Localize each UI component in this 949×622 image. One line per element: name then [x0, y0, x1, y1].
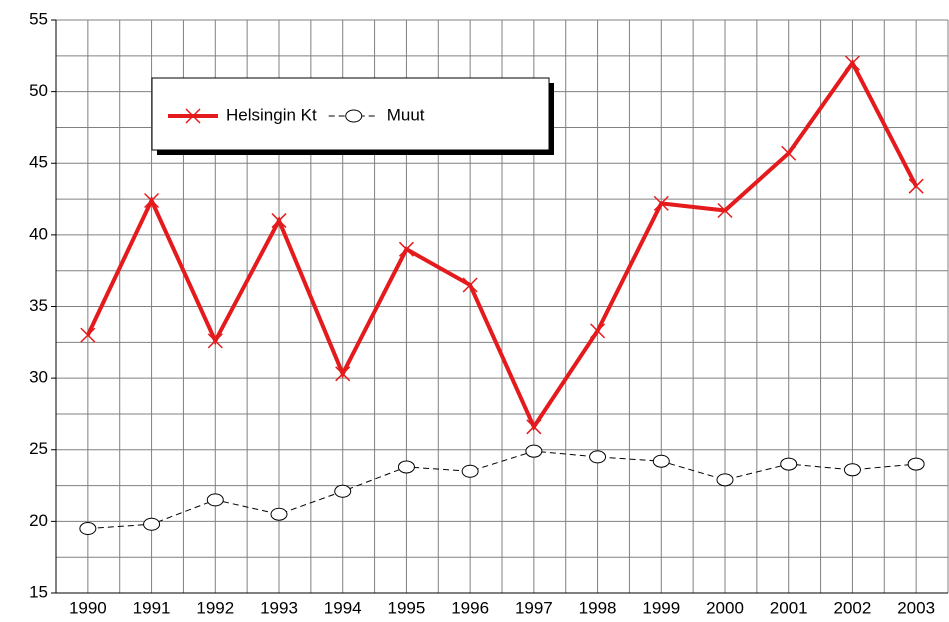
marker-stroke — [207, 333, 223, 349]
marker-stroke — [590, 323, 606, 339]
marker-x — [207, 333, 223, 349]
marker-stroke — [526, 419, 542, 435]
x-tick-label: 1991 — [133, 598, 171, 617]
x-tick-label: 1995 — [388, 598, 426, 617]
marker-circle — [907, 457, 925, 471]
marker-x — [335, 366, 351, 382]
marker-x — [144, 192, 160, 209]
marker-stroke — [271, 213, 287, 229]
marker-stroke — [781, 145, 797, 161]
marker-x — [781, 145, 797, 161]
x-tick-label: 1997 — [515, 598, 553, 617]
marker-circle — [843, 463, 861, 477]
legend-label: Helsingin Kt — [226, 105, 317, 124]
marker-stroke — [717, 202, 733, 219]
x-tick-label: 2001 — [770, 598, 808, 617]
y-tick-label: 45 — [29, 153, 48, 172]
x-tick-label: 1994 — [324, 598, 362, 617]
marker-stroke — [462, 277, 478, 293]
marker-stroke — [80, 327, 96, 343]
marker-circle — [589, 450, 607, 464]
marker-stroke — [335, 366, 351, 382]
x-tick-label: 2000 — [706, 598, 744, 617]
marker-x — [590, 323, 606, 339]
marker-x — [271, 213, 287, 229]
marker-stroke — [398, 241, 414, 257]
marker-circle — [143, 517, 161, 531]
x-tick-label: 1999 — [642, 598, 680, 617]
grid — [51, 19, 949, 594]
series-line — [87, 450, 917, 530]
x-tick-label: 1996 — [451, 598, 489, 617]
marker-circle — [525, 444, 543, 458]
marker-x — [398, 241, 414, 257]
x-tick-label: 2002 — [834, 598, 872, 617]
y-tick-label: 35 — [29, 296, 48, 315]
y-tick-label: 30 — [29, 368, 48, 387]
marker-stroke — [144, 192, 160, 209]
marker-stroke — [908, 178, 924, 194]
legend: Helsingin Kt Muut — [151, 77, 554, 155]
y-tick-label: 40 — [29, 224, 48, 243]
x-tick-label: 1992 — [196, 598, 234, 617]
y-tick-label: 20 — [29, 511, 48, 530]
marker-x — [185, 108, 201, 124]
marker-x — [717, 202, 733, 219]
marker-circle — [716, 473, 734, 487]
marker-x — [526, 419, 542, 435]
x-tick-label: 1990 — [69, 598, 107, 617]
series-line — [86, 59, 918, 431]
marker-stroke — [185, 108, 201, 124]
marker-circle — [206, 493, 224, 507]
x-tick-label: 2003 — [897, 598, 935, 617]
legend-label: Muut — [387, 105, 425, 124]
marker-x — [908, 178, 924, 194]
x-tick-label: 1998 — [579, 598, 617, 617]
marker-circle — [270, 507, 288, 521]
marker-x — [462, 277, 478, 293]
marker-circle — [780, 457, 798, 471]
marker-stroke — [653, 195, 669, 211]
y-tick-label: 50 — [29, 81, 48, 100]
marker-x — [80, 327, 96, 343]
y-tick-label: 55 — [29, 9, 48, 28]
marker-circle — [461, 464, 479, 478]
y-tick-label: 25 — [29, 439, 48, 458]
marker-x — [844, 55, 860, 71]
marker-circle — [345, 109, 363, 123]
y-tick-label: 15 — [29, 582, 48, 601]
marker-circle — [79, 522, 97, 536]
marker-circle — [334, 484, 352, 498]
marker-circle — [652, 454, 670, 468]
marker-x — [653, 195, 669, 211]
marker-circle — [397, 460, 415, 474]
marker-stroke — [844, 55, 860, 71]
x-tick-label: 1993 — [260, 598, 298, 617]
